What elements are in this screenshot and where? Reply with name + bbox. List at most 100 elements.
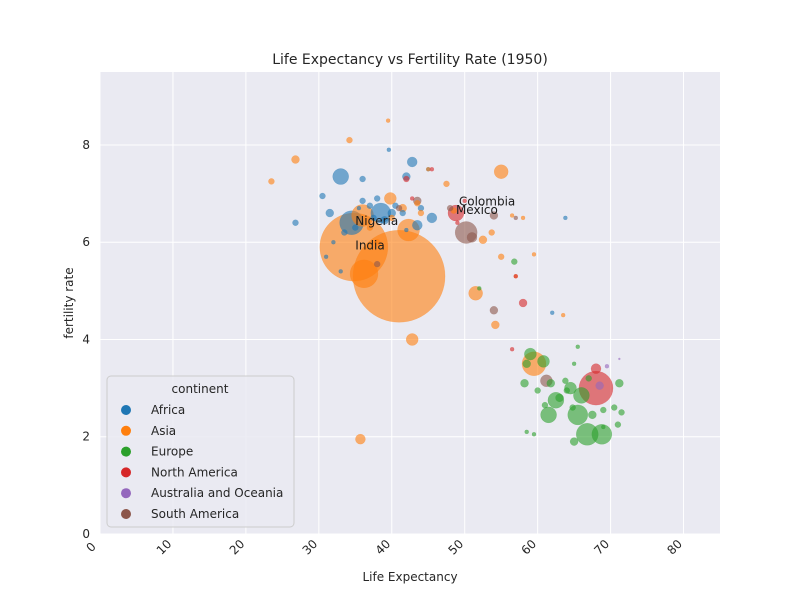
data-point	[406, 156, 418, 168]
x-axis-title: Life Expectancy	[362, 570, 457, 584]
data-point	[386, 147, 392, 153]
legend-marker	[121, 467, 131, 478]
data-point	[524, 429, 529, 435]
data-point	[388, 214, 396, 222]
data-point	[569, 437, 579, 446]
data-point	[604, 363, 610, 369]
data-point	[513, 215, 519, 221]
data-point	[509, 346, 515, 352]
point-annotation: Nigeria	[355, 214, 398, 228]
data-point	[591, 424, 613, 445]
data-point	[489, 306, 499, 315]
data-point	[356, 205, 362, 211]
data-point	[323, 254, 329, 260]
data-point	[618, 357, 621, 361]
legend-entry: Europe	[151, 445, 193, 459]
data-point	[560, 312, 566, 318]
data-point	[509, 213, 515, 218]
legend-marker	[121, 405, 131, 415]
data-point	[373, 260, 381, 268]
data-point	[352, 224, 359, 231]
y-tick-label: 2	[82, 430, 90, 444]
data-point	[366, 202, 374, 209]
data-point	[462, 198, 467, 204]
data-point	[563, 387, 571, 394]
legend-marker	[121, 509, 131, 519]
point-annotation: Mexico	[456, 203, 498, 217]
legend-marker	[121, 488, 131, 499]
data-point	[403, 175, 410, 183]
data-point	[291, 155, 300, 164]
data-point	[600, 406, 607, 414]
legend-entry: South America	[151, 507, 239, 521]
data-point	[466, 232, 478, 243]
data-point	[569, 404, 576, 411]
data-point	[537, 355, 550, 368]
data-point	[292, 219, 299, 227]
data-point	[546, 378, 556, 388]
data-point	[531, 252, 537, 257]
y-tick-label: 0	[82, 527, 90, 541]
data-point	[417, 209, 425, 217]
y-tick-labels: 0 2 4 6 8	[82, 138, 90, 541]
data-point	[497, 253, 505, 261]
data-point	[446, 204, 454, 212]
y-tick-label: 4	[82, 332, 90, 346]
y-tick-label: 6	[82, 235, 90, 249]
data-point	[493, 164, 509, 179]
y-tick-label: 8	[82, 138, 90, 152]
data-point	[549, 310, 555, 315]
data-point	[489, 211, 499, 220]
data-point	[341, 229, 348, 236]
data-point	[319, 192, 326, 200]
point-annotation: India	[355, 239, 384, 253]
legend-entry: Asia	[151, 424, 176, 438]
data-point	[349, 259, 379, 289]
data-point	[455, 220, 460, 226]
data-point	[409, 196, 415, 201]
data-point	[534, 387, 541, 394]
data-point	[540, 406, 557, 424]
data-point	[588, 410, 597, 420]
data-point	[366, 224, 374, 231]
data-point	[615, 378, 624, 388]
data-point	[520, 378, 529, 388]
data-point	[268, 178, 275, 185]
data-point	[513, 274, 519, 279]
legend-marker	[121, 425, 131, 436]
legend-title: continent	[172, 382, 229, 396]
data-point	[373, 238, 381, 246]
data-point	[478, 235, 488, 245]
data-point	[477, 286, 482, 291]
data-point	[443, 180, 450, 188]
data-point	[380, 216, 389, 225]
data-point	[355, 433, 366, 445]
data-point	[618, 409, 625, 416]
legend-marker	[121, 446, 131, 457]
data-point	[395, 204, 403, 212]
point-annotation: Colombia	[459, 195, 515, 209]
legend-entry: Australia and Oceania	[151, 486, 283, 500]
data-point	[385, 118, 391, 123]
data-point	[331, 239, 336, 245]
data-point	[373, 195, 381, 202]
data-point	[563, 215, 568, 221]
legend-entry: North America	[151, 465, 238, 479]
data-point	[522, 359, 531, 369]
data-point	[601, 424, 606, 430]
data-point	[405, 333, 419, 346]
data-point	[338, 269, 343, 274]
data-point	[414, 200, 421, 207]
data-point	[429, 167, 435, 172]
data-point	[511, 258, 518, 265]
data-point	[541, 401, 549, 409]
data-point	[359, 175, 366, 183]
data-point	[426, 212, 438, 224]
data-point	[518, 298, 528, 308]
data-point	[384, 192, 397, 205]
y-axis-title: fertility rate	[62, 267, 76, 338]
data-point	[531, 432, 537, 437]
data-point	[571, 361, 577, 367]
